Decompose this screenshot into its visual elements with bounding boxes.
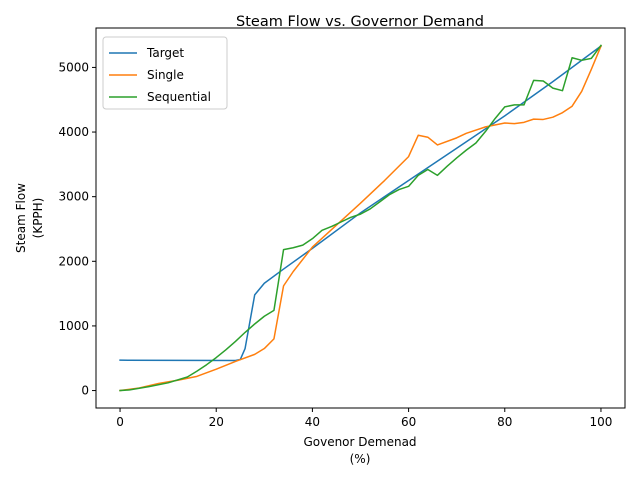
x-axis-label: Govenor Demenad [303, 435, 416, 449]
x-tick-label: 20 [209, 415, 224, 429]
x-axis-unit: (%) [350, 452, 371, 466]
x-tick-label: 100 [590, 415, 613, 429]
series-line-sequential [119, 44, 602, 392]
y-axis-label: Steam Flow [14, 183, 28, 253]
legend-label-single: Single [147, 68, 184, 82]
series-line-single [119, 45, 602, 392]
legend-label-target: Target [146, 46, 184, 60]
y-tick-label: 4000 [58, 125, 89, 139]
legend-box [102, 36, 228, 110]
y-tick-label: 5000 [58, 60, 89, 74]
x-tick-label: 0 [116, 415, 124, 429]
x-tick-label: 80 [497, 415, 512, 429]
y-axis-ticks: 0 1000 2000 3000 4000 5000 [58, 60, 96, 398]
series-line-target [119, 45, 602, 362]
legend: Target Single Sequential [102, 36, 228, 110]
x-tick-label: 60 [401, 415, 416, 429]
chart-title: Steam Flow vs. Governor Demand [236, 14, 484, 30]
x-axis-ticks: 0 20 40 60 80 100 [116, 408, 612, 429]
y-tick-label: 0 [81, 384, 89, 398]
series-layer [119, 44, 602, 392]
plot-frame [95, 27, 626, 409]
y-tick-label: 3000 [58, 190, 89, 204]
y-tick-label: 1000 [58, 319, 89, 333]
x-tick-label: 40 [305, 415, 320, 429]
y-axis-unit: (KPPH) [31, 198, 45, 239]
legend-label-sequential: Sequential [147, 90, 211, 104]
y-tick-label: 2000 [58, 254, 89, 268]
